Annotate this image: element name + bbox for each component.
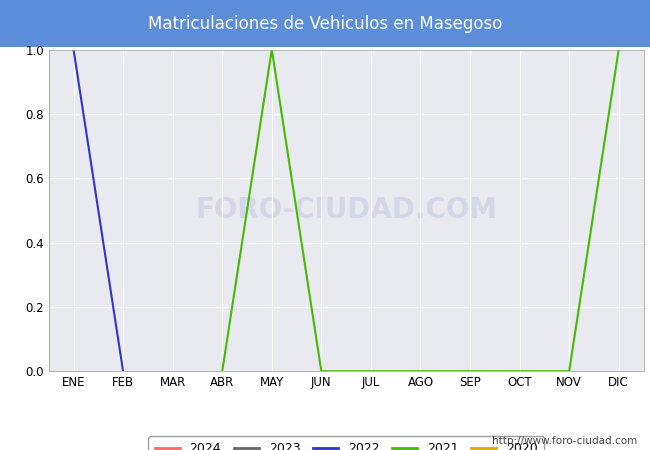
Text: http://www.foro-ciudad.com: http://www.foro-ciudad.com: [492, 436, 637, 446]
Legend: 2024, 2023, 2022, 2021, 2020: 2024, 2023, 2022, 2021, 2020: [148, 436, 544, 450]
Text: Matriculaciones de Vehiculos en Masegoso: Matriculaciones de Vehiculos en Masegoso: [148, 14, 502, 33]
Text: FORO-CIUDAD.COM: FORO-CIUDAD.COM: [195, 196, 497, 225]
